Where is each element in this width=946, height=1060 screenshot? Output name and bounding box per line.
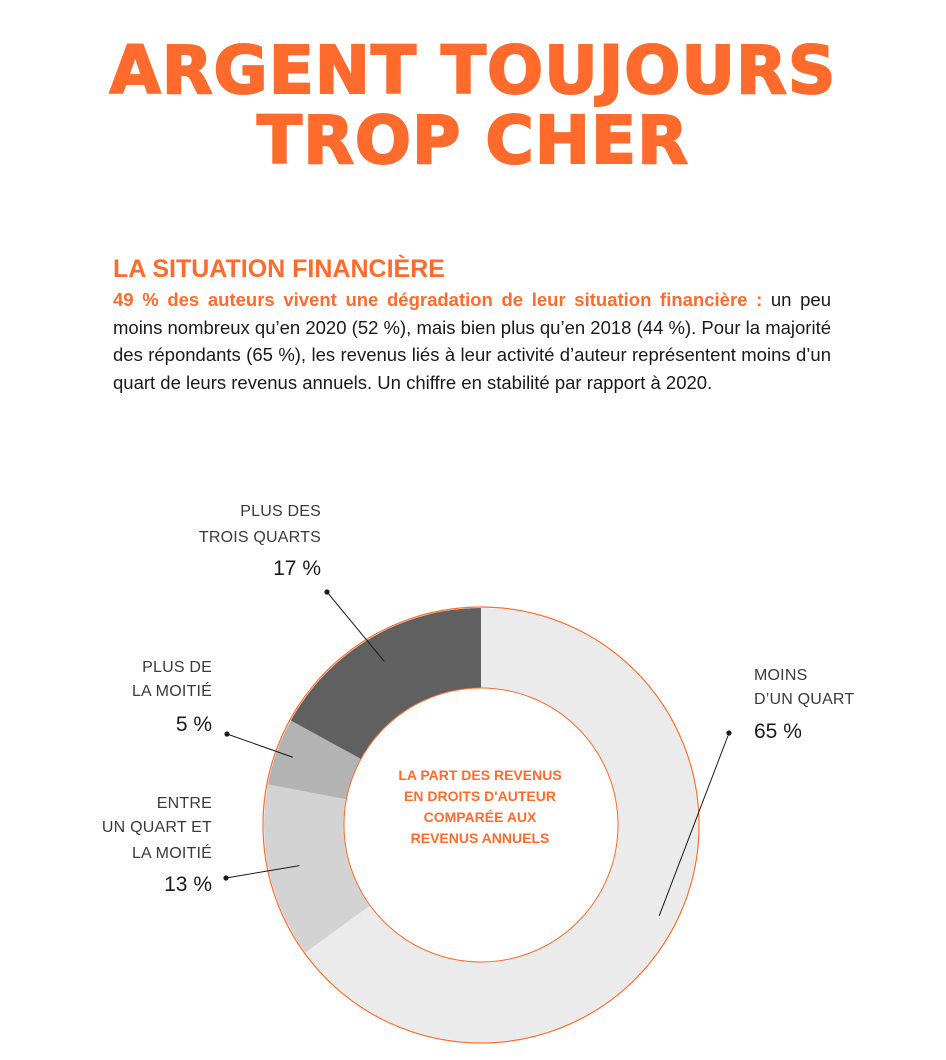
leader-dot: [726, 730, 732, 736]
lead-highlight: 49 % des auteurs vivent une dégradation …: [113, 289, 763, 310]
slice-label: TROIS QUARTS: [199, 529, 321, 546]
section-title: LA SITUATION FINANCIÈRE: [113, 255, 445, 283]
slice-label: UN QUART ET: [102, 819, 212, 836]
slice-value-label: 5 %: [176, 713, 212, 736]
center-label-line: LA PART DES REVENUS: [398, 767, 561, 783]
page-title: ARGENT TOUJOURS TROP CHER: [0, 32, 946, 179]
leader-line: [326, 591, 385, 662]
donut-slice: [267, 720, 361, 800]
slice-value-label: 17 %: [273, 557, 321, 580]
lead-body: un peu moins nombreux qu’en 2020 (52 %),…: [113, 289, 831, 393]
page-title-line-2: TROP CHER: [256, 102, 689, 179]
slice-label: LA MOITIÉ: [132, 843, 212, 862]
center-label-line: EN DROITS D'AUTEUR: [404, 788, 556, 804]
donut-outer-outline: [262, 606, 700, 1044]
leader-dot: [223, 875, 229, 881]
financial-situation-section: LA SITUATION FINANCIÈRE 49 % des auteurs…: [113, 252, 831, 396]
donut-inner-disc: [343, 687, 619, 963]
page-title-line-1: ARGENT TOUJOURS: [109, 32, 837, 109]
section-lead: 49 % des auteurs vivent une dégradation …: [113, 286, 831, 396]
leader-line: [658, 732, 730, 916]
center-label-line: REVENUS ANNUELS: [411, 830, 550, 846]
leader-dot: [324, 589, 330, 595]
center-label-line: COMPARÉE AUX: [424, 809, 537, 825]
slice-label: PLUS DE: [142, 659, 212, 676]
leader-line: [225, 865, 300, 879]
slice-label: MOINS: [754, 667, 807, 684]
slice-label: D’UN QUART: [754, 691, 854, 708]
leader-line: [226, 733, 293, 758]
donut-slice: [290, 608, 481, 759]
slice-label: LA MOITIÉ: [132, 681, 212, 700]
leader-dot: [224, 731, 230, 737]
slice-label: PLUS DES: [240, 503, 321, 520]
donut-slice: [305, 608, 698, 1043]
slice-value-label: 13 %: [164, 873, 212, 896]
slice-label: ENTRE: [157, 795, 212, 812]
slice-value-label: 65 %: [754, 720, 802, 743]
